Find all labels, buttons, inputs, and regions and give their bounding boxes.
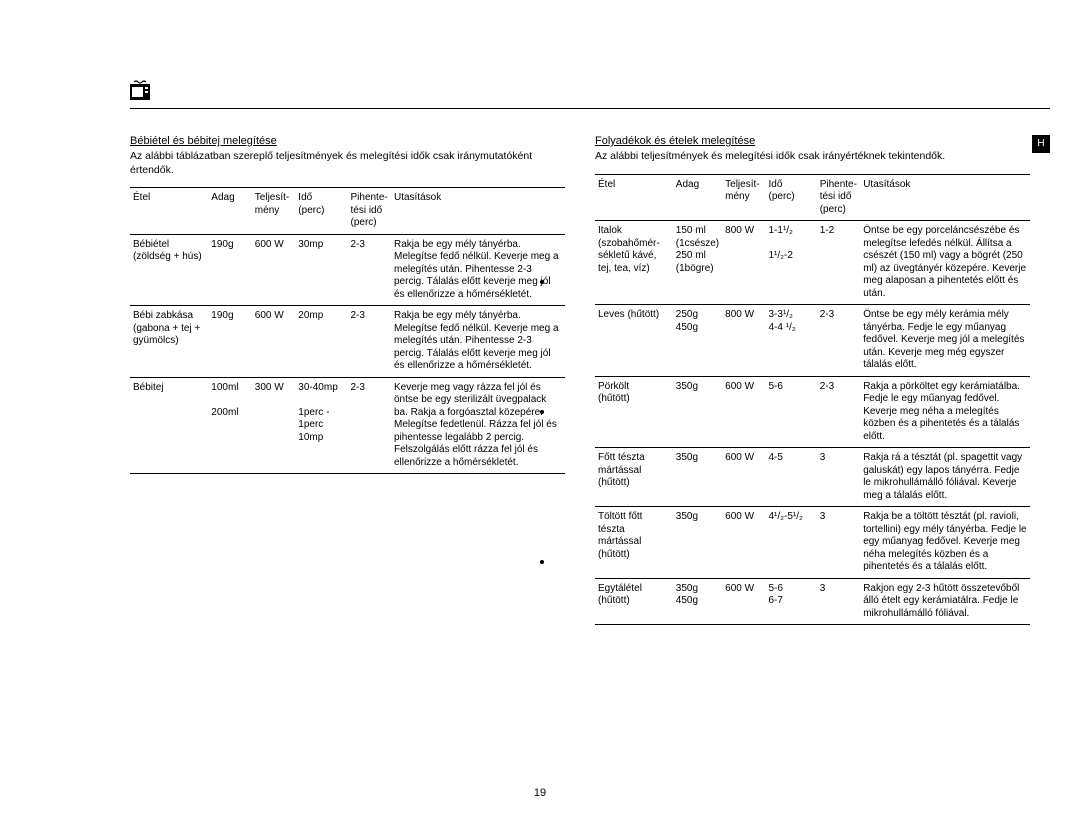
cell-etel: Egytálétel(hűtött) — [595, 578, 673, 625]
col-utas: Utasítások — [391, 188, 565, 235]
cell-etel: Bébitej — [130, 377, 208, 474]
cell-etel: Italok(szobahőmér-sékletű kávé, tej, tea… — [595, 221, 673, 305]
table-row: Bébitej100ml200ml300 W30-40mp1perc - 1pe… — [130, 377, 565, 474]
col-etel: Étel — [595, 174, 673, 221]
cell-ido: 5-6 — [765, 376, 816, 448]
cell-etel: Leves (hűtött) — [595, 305, 673, 377]
col-ido: Idő(perc) — [295, 188, 347, 235]
cell-etel: Főtt tészta mártással(hűtött) — [595, 448, 673, 507]
cell-utas: Rakja a pörköltet egy kerámiatálba. Fedj… — [860, 376, 1030, 448]
table-row: Leves (hűtött)250g450g800 W3-3¹/₂4-4 ¹/₂… — [595, 305, 1030, 377]
right-column: Folyadékok és ételek melegítése Az alább… — [595, 135, 1030, 625]
cell-adag: 350g450g — [673, 578, 722, 625]
table-header-row: Étel Adag Teljesít-mény Idő(perc) Pihent… — [595, 174, 1030, 221]
cell-telj: 600 W — [722, 507, 765, 579]
cell-adag: 350g — [673, 507, 722, 579]
binder-dot — [540, 560, 544, 564]
cell-pih: 2-3 — [347, 377, 391, 474]
cell-pih: 3 — [817, 578, 860, 625]
language-badge: H — [1032, 135, 1050, 153]
binder-dot — [540, 280, 544, 284]
cell-pih: 2-3 — [817, 305, 860, 377]
col-ido: Idő(perc) — [765, 174, 816, 221]
cell-adag: 250g450g — [673, 305, 722, 377]
cell-adag: 350g — [673, 376, 722, 448]
cell-adag: 150 ml(1csésze)250 ml(1bögre) — [673, 221, 722, 305]
cell-pih: 2-3 — [817, 376, 860, 448]
cell-telj: 300 W — [252, 377, 296, 474]
cell-telj: 800 W — [722, 221, 765, 305]
table-row: Bébi zabkása(gabona + tej + gyümölcs)190… — [130, 306, 565, 378]
page-number: 19 — [534, 787, 546, 799]
cell-etel: Pörkölt(hűtött) — [595, 376, 673, 448]
table-row: Főtt tészta mártással(hűtött)350g600 W4-… — [595, 448, 1030, 507]
cell-utas: Keverje meg vagy rázza fel jól és öntse … — [391, 377, 565, 474]
cell-telj: 600 W — [252, 234, 296, 306]
cell-telj: 800 W — [722, 305, 765, 377]
cell-ido: 4¹/₂-5¹/₂ — [765, 507, 816, 579]
cell-utas: Rakja be egy mély tányérba. Melegítse fe… — [391, 306, 565, 378]
cell-pih: 1-2 — [817, 221, 860, 305]
col-adag: Adag — [208, 188, 252, 235]
cell-etel: Bébiétel(zöldség + hús) — [130, 234, 208, 306]
table-row: Bébiétel(zöldség + hús)190g600 W30mp2-3R… — [130, 234, 565, 306]
col-telj: Teljesít-mény — [252, 188, 296, 235]
cell-ido: 20mp — [295, 306, 347, 378]
cell-pih: 2-3 — [347, 306, 391, 378]
left-title: Bébiétel és bébitej melegítése — [130, 135, 565, 147]
cell-etel: Töltött főtt tészta mártással(hűtött) — [595, 507, 673, 579]
cell-utas: Rakja rá a tésztát (pl. spagettit vagy g… — [860, 448, 1030, 507]
content-columns: Bébiétel és bébitej melegítése Az alábbi… — [130, 135, 1030, 625]
right-intro: Az alábbi teljesítmények és melegítési i… — [595, 150, 1030, 164]
cell-ido: 1-1¹/₂1¹/₂-2 — [765, 221, 816, 305]
cell-ido: 5-66-7 — [765, 578, 816, 625]
left-intro: Az alábbi táblázatban szereplő teljesítm… — [130, 150, 565, 177]
cell-etel: Bébi zabkása(gabona + tej + gyümölcs) — [130, 306, 208, 378]
cell-ido: 30-40mp1perc - 1perc 10mp — [295, 377, 347, 474]
cell-pih: 3 — [817, 507, 860, 579]
cell-pih: 3 — [817, 448, 860, 507]
left-table: Étel Adag Teljesít-mény Idő(perc) Pihent… — [130, 187, 565, 474]
left-column: Bébiétel és bébitej melegítése Az alábbi… — [130, 135, 565, 625]
col-utas: Utasítások — [860, 174, 1030, 221]
table-row: Töltött főtt tészta mártással(hűtött)350… — [595, 507, 1030, 579]
cell-adag: 350g — [673, 448, 722, 507]
cell-utas: Öntse be egy porceláncsészébe és melegít… — [860, 221, 1030, 305]
cell-utas: Rakja be a töltött tésztát (pl. ravioli,… — [860, 507, 1030, 579]
microwave-icon — [130, 80, 150, 102]
cell-adag: 190g — [208, 306, 252, 378]
right-table: Étel Adag Teljesít-mény Idő(perc) Pihent… — [595, 174, 1030, 626]
header-divider — [130, 108, 1050, 109]
cell-telj: 600 W — [252, 306, 296, 378]
table-row: Italok(szobahőmér-sékletű kávé, tej, tea… — [595, 221, 1030, 305]
cell-pih: 2-3 — [347, 234, 391, 306]
cell-ido: 3-3¹/₂4-4 ¹/₂ — [765, 305, 816, 377]
table-row: Pörkölt(hűtött)350g600 W5-62-3Rakja a pö… — [595, 376, 1030, 448]
col-adag: Adag — [673, 174, 722, 221]
table-header-row: Étel Adag Teljesít-mény Idő(perc) Pihent… — [130, 188, 565, 235]
cell-adag: 190g — [208, 234, 252, 306]
cell-adag: 100ml200ml — [208, 377, 252, 474]
cell-telj: 600 W — [722, 376, 765, 448]
col-pih: Pihente-tési idő(perc) — [347, 188, 391, 235]
col-etel: Étel — [130, 188, 208, 235]
cell-utas: Öntse be egy mély kerámia mély tányérba.… — [860, 305, 1030, 377]
right-title: Folyadékok és ételek melegítése — [595, 135, 1030, 147]
cell-ido: 4-5 — [765, 448, 816, 507]
cell-utas: Rakjon egy 2-3 hűtött összetevőből álló … — [860, 578, 1030, 625]
cell-telj: 600 W — [722, 578, 765, 625]
cell-telj: 600 W — [722, 448, 765, 507]
table-row: Egytálétel(hűtött)350g450g600 W5-66-73Ra… — [595, 578, 1030, 625]
cell-utas: Rakja be egy mély tányérba. Melegítse fe… — [391, 234, 565, 306]
col-pih: Pihente-tési idő(perc) — [817, 174, 860, 221]
binder-dot — [540, 410, 544, 414]
col-telj: Teljesít-mény — [722, 174, 765, 221]
cell-ido: 30mp — [295, 234, 347, 306]
